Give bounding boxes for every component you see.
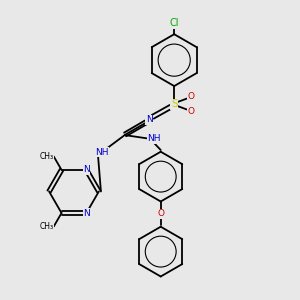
Text: S: S bbox=[171, 99, 178, 109]
Text: Cl: Cl bbox=[169, 18, 179, 28]
Text: N: N bbox=[83, 165, 90, 174]
Text: CH₃: CH₃ bbox=[40, 222, 54, 231]
Text: O: O bbox=[187, 92, 194, 101]
Text: CH₃: CH₃ bbox=[40, 152, 54, 161]
Text: NH: NH bbox=[147, 134, 160, 143]
Text: N: N bbox=[146, 115, 153, 124]
Text: N: N bbox=[83, 208, 90, 217]
Text: O: O bbox=[157, 209, 164, 218]
Text: O: O bbox=[187, 107, 194, 116]
Text: NH: NH bbox=[95, 148, 109, 157]
